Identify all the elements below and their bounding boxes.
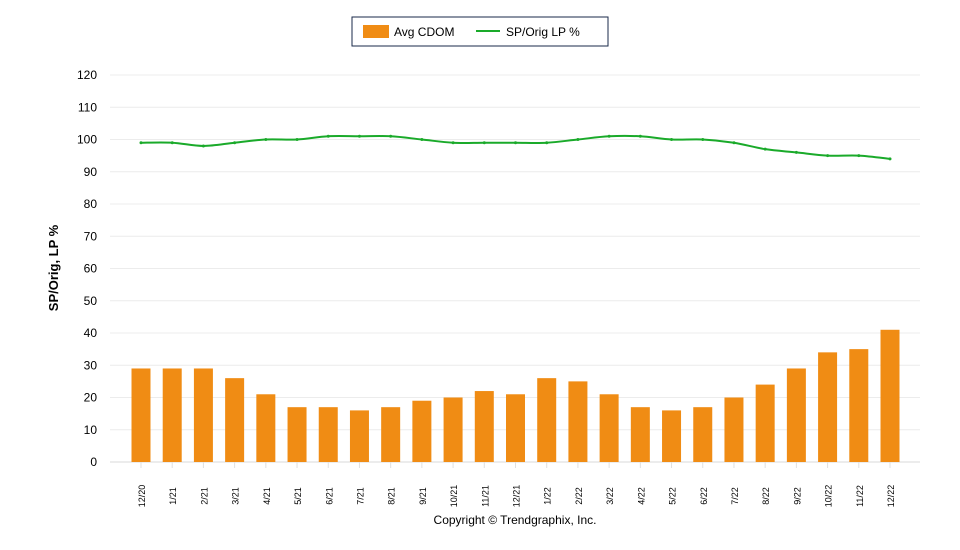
x-tick-label: 3/21 — [231, 487, 241, 505]
sp-orig-point-3-21 — [233, 141, 237, 145]
x-tick-label: 1/21 — [168, 487, 178, 505]
bar-7-21 — [349, 410, 369, 462]
bar-8-22 — [755, 384, 775, 462]
sp-orig-point-2-22 — [576, 138, 580, 141]
x-tick-label: 12/21 — [512, 485, 522, 508]
sp-orig-point-5-22 — [670, 138, 674, 141]
sp-orig-point-1-21 — [170, 141, 174, 145]
bar-4-21 — [256, 394, 276, 462]
y-tick-label: 120 — [77, 68, 97, 82]
bar-10-22 — [818, 352, 838, 462]
x-tick-label: 6/21 — [324, 487, 334, 505]
sp-orig-point-2-21 — [201, 144, 205, 148]
bar-6-21 — [318, 407, 338, 462]
y-tick-label: 110 — [78, 100, 97, 114]
bar-1-22 — [537, 378, 557, 462]
bar-11-21 — [474, 391, 494, 462]
legend-swatch-bar — [363, 25, 389, 38]
x-tick-label: 3/22 — [605, 487, 615, 505]
y-tick-label: 60 — [84, 262, 98, 276]
bar-5-22 — [662, 410, 682, 462]
sp-orig-point-5-21 — [295, 138, 299, 141]
bar-12-21 — [506, 394, 525, 462]
legend: Avg CDOM SP/Orig LP % — [351, 16, 609, 47]
sp-orig-point-11-22 — [857, 154, 861, 158]
x-tick-label: 1/22 — [543, 487, 553, 505]
bar-10-21 — [443, 397, 463, 462]
legend-label-sp-orig: SP/Orig LP % — [506, 25, 580, 39]
x-tick-label: 10/22 — [824, 485, 834, 508]
x-tick-label: 5/21 — [293, 487, 303, 505]
x-tick-label: 8/21 — [387, 487, 397, 505]
bar-1-21 — [162, 368, 182, 462]
x-tick-label: 12/20 — [137, 485, 147, 508]
y-tick-label: 10 — [84, 423, 98, 437]
x-tick-label: 11/21 — [480, 485, 490, 507]
x-tick-label: 4/21 — [262, 487, 272, 505]
bar-2-21 — [193, 368, 213, 462]
x-tick-label: 9/21 — [418, 487, 428, 505]
bar-4-22 — [630, 407, 650, 462]
x-tick-label: 7/21 — [355, 487, 365, 505]
bar-7-22 — [724, 397, 744, 462]
x-tick-label: 11/22 — [855, 485, 865, 507]
y-tick-label: 50 — [84, 294, 98, 308]
sp-orig-point-11-21 — [482, 141, 486, 145]
bar-3-21 — [225, 378, 245, 462]
sp-orig-point-6-22 — [701, 138, 705, 141]
sp-orig-point-7-21 — [357, 134, 361, 138]
y-tick-label: 0 — [90, 455, 97, 469]
y-axis-label: SP/Orig, LP % — [46, 224, 61, 311]
sp-orig-point-4-22 — [638, 134, 642, 138]
bar-3-22 — [599, 394, 619, 462]
bar-9-21 — [412, 400, 432, 462]
sp-orig-point-10-21 — [451, 141, 455, 145]
x-tick-label: 10/21 — [449, 485, 459, 508]
bar-8-21 — [381, 407, 401, 462]
sp-orig-point-8-21 — [389, 134, 393, 138]
sp-orig-point-12-20 — [139, 141, 143, 145]
sp-orig-point-8-22 — [763, 147, 767, 151]
bar-6-22 — [693, 407, 713, 462]
bar-11-22 — [849, 349, 869, 462]
sp-orig-point-10-22 — [826, 154, 830, 158]
sp-orig-point-4-21 — [264, 138, 268, 141]
copyright: Copyright © Trendgraphix, Inc. — [434, 513, 597, 527]
sp-orig-point-12-21 — [514, 141, 517, 145]
x-tick-label: 7/22 — [730, 487, 740, 505]
y-tick-label: 30 — [84, 358, 98, 372]
x-tick-label: 5/22 — [668, 487, 678, 505]
bar-12-20 — [131, 368, 151, 462]
bar-2-22 — [568, 381, 588, 462]
y-tick-label: 40 — [84, 326, 98, 340]
x-tick-label: 12/22 — [886, 485, 896, 508]
sp-orig-point-1-22 — [545, 141, 549, 145]
legend-label-avg-cdom: Avg CDOM — [394, 25, 454, 39]
bar-12-22 — [880, 329, 900, 462]
bar-5-21 — [287, 407, 307, 462]
y-tick-label: 80 — [84, 197, 98, 211]
y-tick-label: 90 — [84, 165, 98, 179]
sp-orig-point-7-22 — [732, 141, 736, 145]
x-tick-label: 6/22 — [699, 487, 709, 505]
x-tick-label: 2/21 — [199, 487, 209, 505]
y-tick-label: 100 — [77, 133, 97, 147]
sp-orig-point-6-21 — [326, 134, 330, 138]
sp-orig-point-12-22 — [888, 157, 892, 161]
x-tick-label: 8/22 — [761, 487, 771, 505]
x-tick-label: 4/22 — [636, 487, 646, 505]
sp-orig-point-3-22 — [607, 134, 611, 138]
sp-orig-point-9-21 — [420, 138, 424, 141]
x-tick-label: 9/22 — [792, 487, 802, 505]
y-tick-label: 20 — [84, 391, 98, 405]
sp-orig-point-9-22 — [794, 150, 798, 154]
x-tick-label: 2/22 — [574, 487, 584, 505]
y-tick-label: 70 — [84, 229, 98, 243]
bar-9-22 — [786, 368, 806, 462]
